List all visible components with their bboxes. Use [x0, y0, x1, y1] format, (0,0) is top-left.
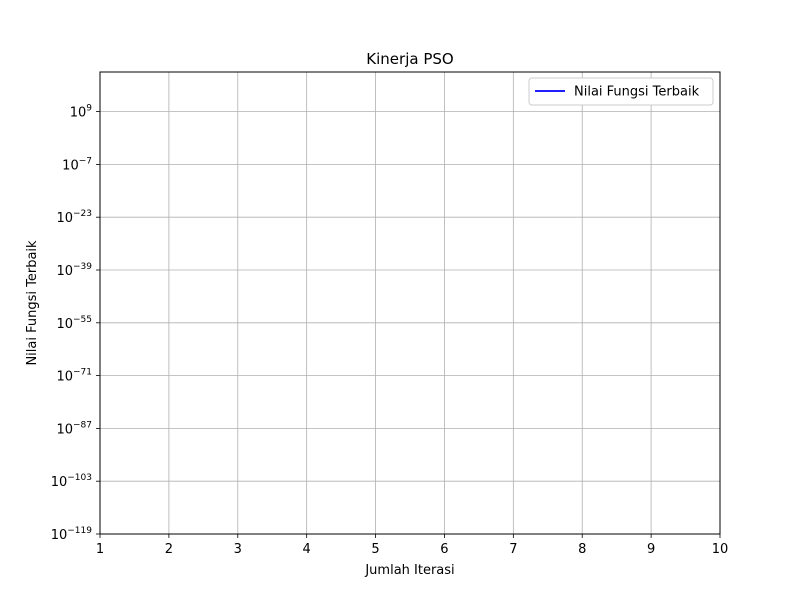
legend-box [528, 77, 714, 106]
x-tick-label: 9 [647, 542, 655, 557]
x-axis-label: Jumlah Iterasi [364, 563, 454, 578]
y-tick-label: 10−87 [56, 420, 92, 437]
x-axis: 1 2 3 4 5 6 7 8 9 10 [96, 534, 728, 557]
y-tick-label: 109 [70, 104, 93, 121]
x-tick-label: 2 [165, 542, 173, 557]
plot-area-frame [99, 71, 721, 535]
legend-label: Nilai Fungsi Terbaik [574, 85, 700, 100]
x-tick-label: 7 [509, 542, 517, 557]
y-axis-label: Nilai Fungsi Terbaik [25, 240, 40, 366]
x-tick-label: 6 [440, 542, 448, 557]
legend: Nilai Fungsi Terbaik [528, 77, 714, 106]
y-tick-label: 10−71 [56, 368, 92, 385]
y-tick-label: 10−103 [51, 473, 92, 490]
x-tick-label: 1 [96, 542, 104, 557]
y-tick-label: 10−119 [51, 526, 93, 543]
y-axis: 10−119 10−103 10−87 10−71 10−55 10−39 10−23 10−… [51, 104, 100, 543]
x-tick-label: 10 [712, 542, 729, 557]
x-tick-label: 8 [578, 542, 586, 557]
x-tick-label: 5 [371, 542, 379, 557]
x-tick-label: 3 [234, 542, 242, 557]
y-tick-label: 10−7 [62, 156, 92, 173]
y-tick-label: 10−39 [56, 262, 92, 279]
y-tick-label: 10−23 [56, 209, 92, 226]
y-tick-label: 10−55 [56, 315, 92, 332]
chart-title: Kinerja PSO [366, 50, 453, 68]
x-tick-label: 4 [303, 542, 311, 557]
